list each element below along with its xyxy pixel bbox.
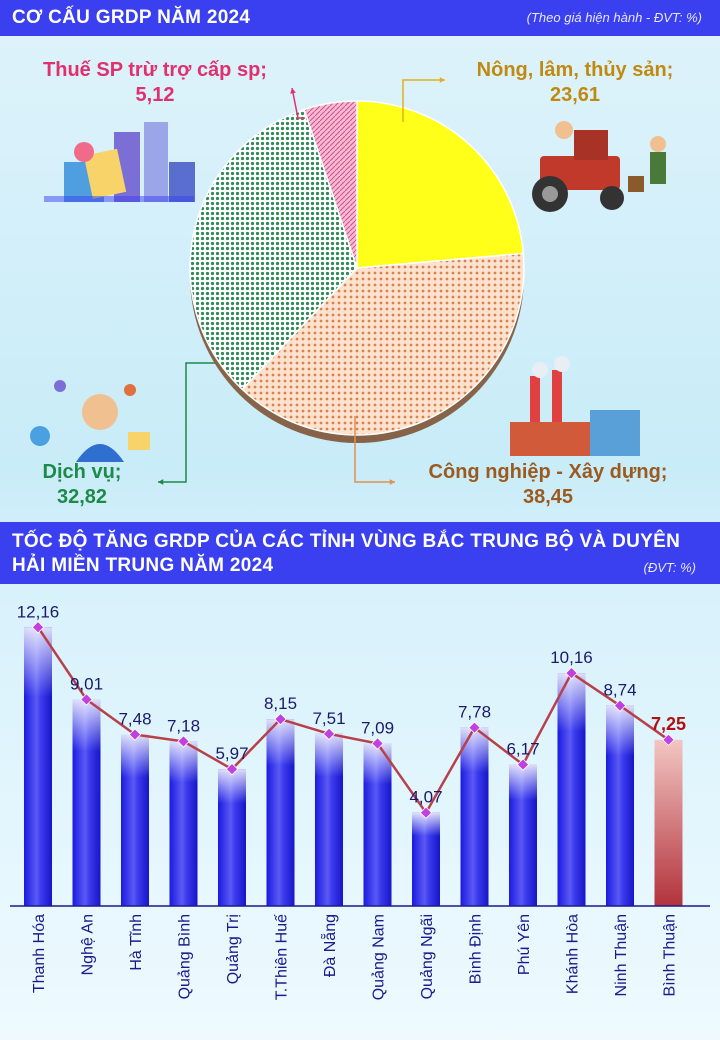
line-marker-11 [565, 666, 578, 680]
value-label-11: 10,16 [550, 648, 593, 667]
service-leader-line-arrow [158, 479, 164, 485]
category-label-9: Bình Định [468, 914, 485, 984]
pie-slice-service [189, 108, 358, 391]
industry-leader-line [354, 416, 395, 483]
bar-unit-note: (ĐVT: %) [643, 560, 696, 575]
category-label-12: Ninh Thuận [613, 914, 630, 996]
line-marker-7 [371, 737, 384, 750]
value-label-5: 8,15 [264, 694, 297, 713]
value-label-3: 7,18 [167, 716, 200, 735]
category-label-4: Quảng Trị [225, 914, 242, 984]
farmer-tractor-icon [532, 121, 666, 212]
pie-chart [30, 77, 666, 485]
bar-header-band: TỐC ĐỘ TĂNG GRDP CỦA CÁC TỈNH VÙNG BẮC T… [0, 522, 720, 584]
bar-highlight-9 [460, 727, 489, 817]
value-label-12: 8,74 [603, 681, 636, 700]
bar-highlight-4 [218, 769, 246, 838]
bar-highlight-12 [606, 705, 634, 806]
value-label-9: 7,78 [458, 703, 491, 722]
category-label-11: Khánh Hòa [565, 914, 582, 994]
bar-highlight-1 [72, 699, 101, 803]
tax-buildings-icon [44, 122, 195, 202]
value-label-0: 12,16 [17, 602, 60, 621]
tax-leader-line [291, 87, 305, 119]
category-label-13: Bình Thuận [662, 914, 679, 996]
bar-highlight-0 [24, 627, 52, 767]
line-marker-2 [128, 728, 142, 741]
bar-highlight-8 [412, 812, 440, 860]
service-leader-line [158, 362, 215, 483]
category-label-1: Nghệ An [80, 914, 97, 975]
bar-highlight-3 [169, 741, 198, 824]
category-label-0: Thanh Hóa [31, 914, 48, 993]
pie-slice-industry [241, 252, 525, 436]
line-marker-6 [322, 727, 336, 741]
line-marker-9 [468, 721, 481, 734]
value-label-2: 7,48 [118, 710, 151, 729]
category-label-7: Quảng Nam [371, 914, 388, 1000]
pie-slice-agriculture [356, 100, 525, 269]
bar-highlight-6 [315, 733, 343, 820]
tax-slice-name: Thuế SP trừ trợ cấp sp; [43, 59, 267, 81]
industry-slice-value: 38,45 [522, 486, 574, 508]
service-slice-name: Dịch vụ; [42, 461, 122, 483]
value-label-10: 6,17 [506, 740, 539, 759]
industry-leader-line-arrow [389, 479, 395, 485]
value-label-13: 7,25 [651, 714, 686, 734]
growth-trend-line [36, 626, 670, 816]
pie-unit-note: (Theo giá hiện hành - ĐVT: %) [526, 10, 702, 25]
tax-slice-label: Thuế SP trừ trợ cấp sp; 5,12 [10, 58, 300, 108]
industry-slice-label: Công nghiệp - Xây dựng; 38,45 [398, 460, 698, 510]
bar-highlight-5 [266, 719, 295, 813]
agri-slice-value: 23,61 [549, 84, 601, 106]
pie-slice-tax [303, 100, 358, 269]
value-label-7: 7,09 [361, 718, 394, 737]
factory-icon [510, 356, 640, 456]
category-label-5: T.Thiên Huế [274, 914, 291, 1000]
line-marker-12 [613, 699, 627, 712]
line-marker-13 [662, 733, 675, 747]
agri-leader-line [402, 79, 445, 122]
industry-slice-name: Công nghiệp - Xây dựng; [428, 461, 668, 483]
agri-slice-label: Nông, lâm, thủy sản; 23,61 [440, 58, 710, 108]
category-label-8: Quảng Ngãi [419, 914, 436, 999]
bar-chart-title-line2: HẢI MIỀN TRUNG NĂM 2024 [12, 555, 274, 576]
value-label-4: 5,97 [215, 744, 248, 763]
pie-chart-title: CƠ CẤU GRDP NĂM 2024 [12, 7, 251, 28]
line-marker-1 [80, 693, 93, 706]
category-label-6: Đà Nẵng [320, 914, 339, 977]
line-marker-8 [419, 806, 433, 819]
category-label-10: Phú Yên [516, 914, 533, 975]
value-label-1: 9,01 [70, 674, 103, 693]
bar-highlight-2 [121, 734, 149, 821]
agri-leader-line-arrow [439, 77, 445, 83]
service-slice-value: 32,82 [56, 486, 108, 508]
category-label-3: Quảng Bình [177, 914, 194, 999]
line-marker-5 [274, 712, 287, 726]
tax-leader-line-arrow [290, 88, 296, 94]
service-slice-label: Dịch vụ; 32,82 [12, 460, 152, 510]
tax-slice-value: 5,12 [135, 84, 175, 106]
agri-slice-name: Nông, lâm, thủy sản; [476, 59, 674, 81]
bar-highlight-10 [509, 764, 537, 836]
bar-chart: 12,16 9,01 7,48 7,18 5,97 8,15 7,51 7,09 4,07 7,7… [10, 602, 710, 1000]
value-label-6: 7,51 [312, 709, 345, 728]
bar-13 [654, 739, 683, 906]
bar-chart-title-line1: TỐC ĐỘ TĂNG GRDP CỦA CÁC TỈNH VÙNG BẮC T… [12, 531, 681, 552]
line-marker-3 [177, 735, 190, 748]
value-label-8: 4,07 [409, 788, 442, 807]
category-label-2: Hà Tĩnh [128, 914, 145, 971]
line-marker-10 [516, 758, 530, 771]
line-marker-0 [31, 621, 45, 634]
pie-header-band: CƠ CẤU GRDP NĂM 2024 (Theo giá hiện hành… [0, 0, 720, 36]
service-support-icon [30, 380, 150, 462]
line-marker-4 [225, 762, 239, 776]
